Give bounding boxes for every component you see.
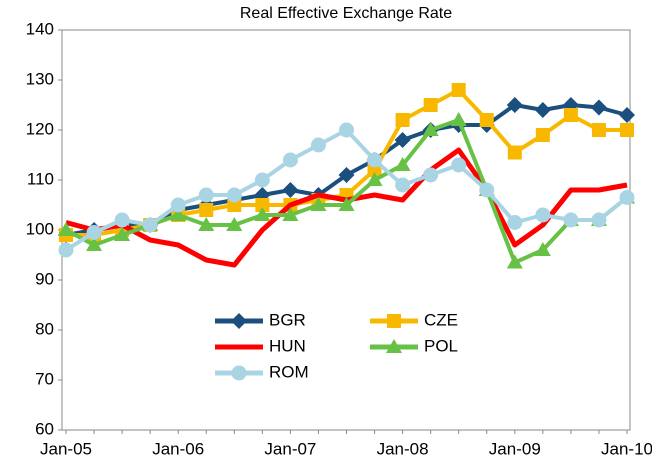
marker bbox=[591, 123, 606, 137]
y-tick-label: 130 bbox=[26, 69, 54, 88]
legend-label: ROM bbox=[269, 362, 309, 381]
y-tick-label: 140 bbox=[26, 19, 54, 38]
x-tick-label: Jan-10 bbox=[601, 439, 652, 458]
legend-label: CZE bbox=[424, 310, 458, 329]
marker bbox=[394, 157, 411, 171]
marker bbox=[282, 182, 299, 198]
marker bbox=[86, 225, 102, 240]
legend-marker bbox=[231, 313, 247, 329]
marker bbox=[310, 137, 326, 153]
legend-marker bbox=[387, 314, 401, 328]
marker bbox=[282, 152, 298, 168]
y-tick-label: 60 bbox=[35, 419, 54, 438]
marker bbox=[479, 113, 494, 127]
marker bbox=[620, 123, 634, 137]
marker bbox=[506, 254, 523, 269]
y-tick-label: 90 bbox=[35, 269, 54, 288]
marker bbox=[310, 197, 327, 211]
marker bbox=[255, 198, 270, 212]
marker bbox=[114, 212, 130, 228]
marker bbox=[282, 207, 299, 221]
marker bbox=[451, 83, 466, 97]
marker bbox=[423, 167, 439, 183]
marker bbox=[591, 212, 607, 228]
legend-label: BGR bbox=[269, 310, 306, 329]
marker bbox=[338, 197, 355, 211]
marker bbox=[534, 102, 551, 118]
y-tick-label: 120 bbox=[26, 119, 54, 138]
marker bbox=[563, 212, 579, 228]
x-tick-label: Jan-05 bbox=[40, 439, 92, 458]
x-tick-label: Jan-08 bbox=[377, 439, 429, 458]
legend-label: HUN bbox=[269, 336, 306, 355]
marker bbox=[254, 172, 270, 188]
x-tick-label: Jan-09 bbox=[489, 439, 541, 458]
marker bbox=[58, 222, 74, 236]
legend-marker bbox=[231, 365, 247, 381]
marker bbox=[254, 207, 271, 221]
marker bbox=[170, 197, 186, 213]
marker bbox=[422, 122, 439, 136]
marker bbox=[507, 145, 522, 160]
marker bbox=[451, 157, 467, 173]
marker bbox=[58, 242, 74, 258]
marker bbox=[395, 113, 410, 127]
y-tick-label: 100 bbox=[26, 219, 54, 238]
marker bbox=[86, 237, 103, 251]
marker bbox=[394, 132, 411, 148]
legend-marker bbox=[386, 339, 402, 353]
y-tick-label: 70 bbox=[35, 369, 54, 388]
marker bbox=[563, 108, 578, 122]
x-tick-label: Jan-07 bbox=[264, 439, 316, 458]
marker bbox=[423, 98, 438, 112]
marker bbox=[142, 217, 158, 233]
marker bbox=[535, 207, 551, 223]
marker bbox=[534, 242, 551, 256]
marker bbox=[395, 177, 411, 193]
x-tick-label: Jan-06 bbox=[152, 439, 204, 458]
marker bbox=[507, 215, 523, 230]
marker bbox=[226, 187, 242, 203]
marker bbox=[114, 227, 131, 241]
marker bbox=[479, 182, 495, 198]
marker bbox=[226, 217, 243, 231]
marker bbox=[535, 128, 550, 142]
marker bbox=[506, 97, 523, 113]
marker bbox=[619, 190, 635, 205]
marker bbox=[590, 99, 607, 116]
marker bbox=[367, 152, 383, 168]
marker bbox=[339, 122, 354, 138]
marker bbox=[338, 167, 355, 183]
y-tick-label: 110 bbox=[27, 169, 54, 188]
marker bbox=[198, 217, 215, 231]
marker bbox=[199, 203, 214, 217]
chart-title: Real Effective Exchange Rate bbox=[240, 5, 452, 22]
legend-label: POL bbox=[424, 336, 458, 355]
marker bbox=[170, 207, 187, 221]
marker bbox=[450, 112, 467, 126]
y-tick-label: 80 bbox=[35, 319, 54, 338]
marker bbox=[366, 172, 383, 186]
marker bbox=[198, 187, 214, 203]
marker bbox=[619, 107, 635, 123]
